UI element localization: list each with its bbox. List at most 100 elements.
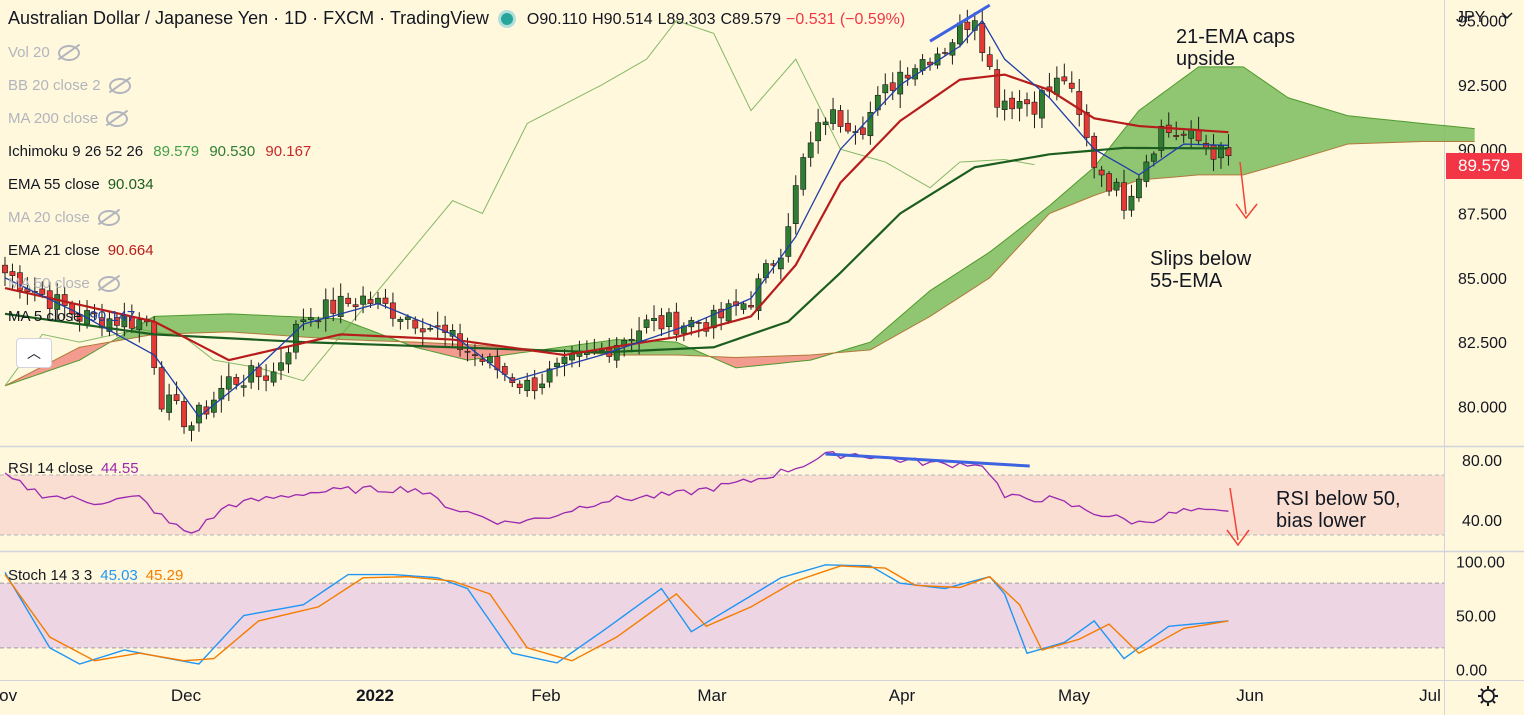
candle-up <box>404 316 411 320</box>
candle-down <box>181 401 187 428</box>
candle-up <box>337 295 344 317</box>
candle-up <box>710 309 717 329</box>
candle-down <box>173 394 180 401</box>
candle-up <box>792 185 799 224</box>
ema55-line <box>4 146 1229 354</box>
candle-up <box>643 319 650 328</box>
candle-down <box>464 350 471 353</box>
hidden-eye-icon[interactable] <box>108 78 131 95</box>
time-tick-label: Apr <box>889 686 916 705</box>
legend-rsi[interactable]: RSI 14 close 44.55 <box>8 460 139 477</box>
candle-up <box>322 299 329 319</box>
candle-up <box>188 425 195 431</box>
stoch-tick-label: 50.00 <box>1456 609 1496 626</box>
legend-stoch[interactable]: Stoch 14 3 3 45.03 45.29 <box>8 567 184 584</box>
candle-down <box>419 328 426 333</box>
candle-up <box>285 352 292 365</box>
hidden-eye-icon[interactable] <box>97 276 120 293</box>
candle-down <box>330 299 337 314</box>
candle-up <box>360 295 366 305</box>
price-tick-label: 95.000 <box>1458 14 1507 31</box>
candle-down <box>942 52 948 54</box>
gear-icon[interactable] <box>1478 686 1498 706</box>
ichimoku-value-2: 90.530 <box>209 143 256 160</box>
ma5-line <box>4 19 1229 418</box>
candle-up <box>397 318 404 322</box>
legend-vol[interactable]: Vol 20 <box>8 44 80 62</box>
candle-up <box>569 354 575 361</box>
collapse-legend-button[interactable]: ︿ <box>16 338 52 368</box>
time-tick-label: Dec <box>171 686 202 705</box>
senkou-span-b <box>4 140 1475 387</box>
candle-up <box>546 368 553 383</box>
currency-label: JPY <box>1456 9 1486 26</box>
legend-ma50[interactable]: MA 50 close <box>8 275 120 293</box>
ohlc-change: −0.531 (−0.59%) <box>786 11 906 28</box>
candle-down <box>1180 133 1187 136</box>
candle-up <box>300 319 307 323</box>
time-tick-label: 2022 <box>356 686 394 705</box>
legend-ichimoku[interactable]: Ichimoku 9 26 52 26 89.579 90.530 90.167 <box>8 143 312 160</box>
candle-up <box>1136 178 1142 199</box>
hidden-eye-icon[interactable] <box>57 45 80 62</box>
time-tick-label: May <box>1058 686 1091 705</box>
symbol-title[interactable]: Australian Dollar / Japanese Yen · 1D · … <box>8 8 489 28</box>
candle-down <box>1121 182 1127 211</box>
candle-down <box>658 315 665 330</box>
candle-up <box>740 303 747 310</box>
stoch-band <box>0 583 1444 648</box>
candle-up <box>1128 195 1135 211</box>
candle-down <box>1031 101 1038 115</box>
candle-up <box>666 312 672 327</box>
ema21-line <box>4 73 1229 362</box>
last-price-tag: 89.579 <box>1446 153 1522 179</box>
candle-down <box>1061 76 1068 82</box>
stoch-k-line <box>4 564 1229 665</box>
legend-ema21[interactable]: EMA 21 close 90.664 <box>8 242 154 259</box>
candle-up <box>539 383 546 389</box>
candle-down <box>472 354 478 356</box>
legend-bb[interactable]: BB 20 close 2 <box>8 77 131 95</box>
time-tick-label: Jun <box>1236 686 1263 705</box>
candle-down <box>889 82 896 91</box>
rsi-divergence-line <box>825 452 1030 468</box>
candle-down <box>1091 135 1098 168</box>
ohlc-high: H90.514 <box>592 11 653 28</box>
candle-up <box>293 323 299 353</box>
legend-ma5[interactable]: MA 5 close 90.147 <box>8 308 136 325</box>
rsi-value: 44.55 <box>101 460 139 477</box>
candle-up <box>136 319 143 330</box>
chevron-down-icon <box>1501 12 1513 20</box>
ichimoku-cloud-bearish <box>12 338 117 384</box>
candle-up <box>651 318 657 321</box>
candle-down <box>367 299 374 304</box>
legend-ma20[interactable]: MA 20 close <box>8 209 120 227</box>
hidden-eye-icon[interactable] <box>97 210 120 227</box>
stoch-tick-label: 0.00 <box>1456 662 1487 679</box>
ohlc-low: L89.303 <box>657 11 716 28</box>
candle-up <box>106 318 113 332</box>
hidden-eye-icon[interactable] <box>106 111 129 128</box>
candle-down <box>345 297 352 304</box>
price-tick-label: 80.000 <box>1458 399 1507 416</box>
candle-up <box>680 325 687 334</box>
ohlc-close: C89.579 <box>720 11 782 28</box>
candle-down <box>91 312 98 315</box>
rsi-tick-label: 40.00 <box>1462 513 1502 530</box>
legend-ma200[interactable]: MA 200 close <box>8 110 129 128</box>
candle-up <box>240 385 247 388</box>
candle-down <box>1203 142 1209 149</box>
legend-ema55[interactable]: EMA 55 close 90.034 <box>8 176 154 193</box>
price-tick-label: 87.500 <box>1458 206 1507 223</box>
candle-up <box>1113 181 1120 191</box>
price-tick-label: 82.500 <box>1458 335 1507 352</box>
candle-down <box>352 304 359 308</box>
candle-down <box>1068 82 1075 89</box>
time-tick-label: Nov <box>0 686 18 705</box>
candle-down <box>994 69 1001 108</box>
stoch-d-line <box>4 565 1229 662</box>
candle-down <box>695 322 702 324</box>
market-status-dot <box>500 13 513 26</box>
candle-down <box>412 319 419 329</box>
